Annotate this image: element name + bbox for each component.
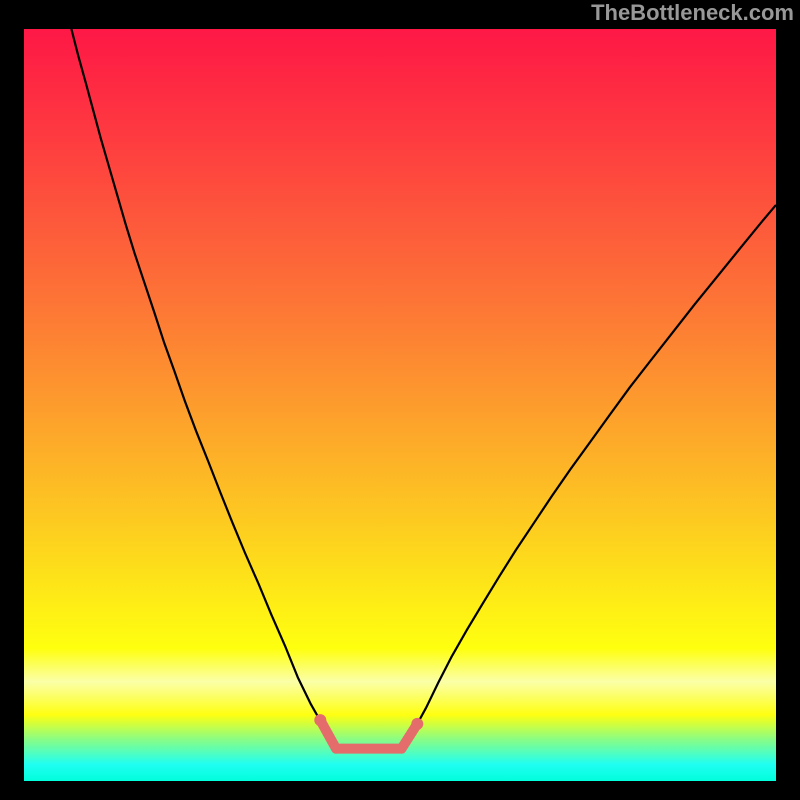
plot-area — [24, 29, 776, 781]
plot-background — [24, 29, 776, 781]
optimal-range-dot-left — [314, 714, 326, 726]
canvas: TheBottleneck.com — [0, 0, 800, 800]
watermark-text: TheBottleneck.com — [591, 0, 794, 26]
optimal-range-dot-right — [411, 718, 423, 730]
plot-svg — [24, 29, 776, 781]
